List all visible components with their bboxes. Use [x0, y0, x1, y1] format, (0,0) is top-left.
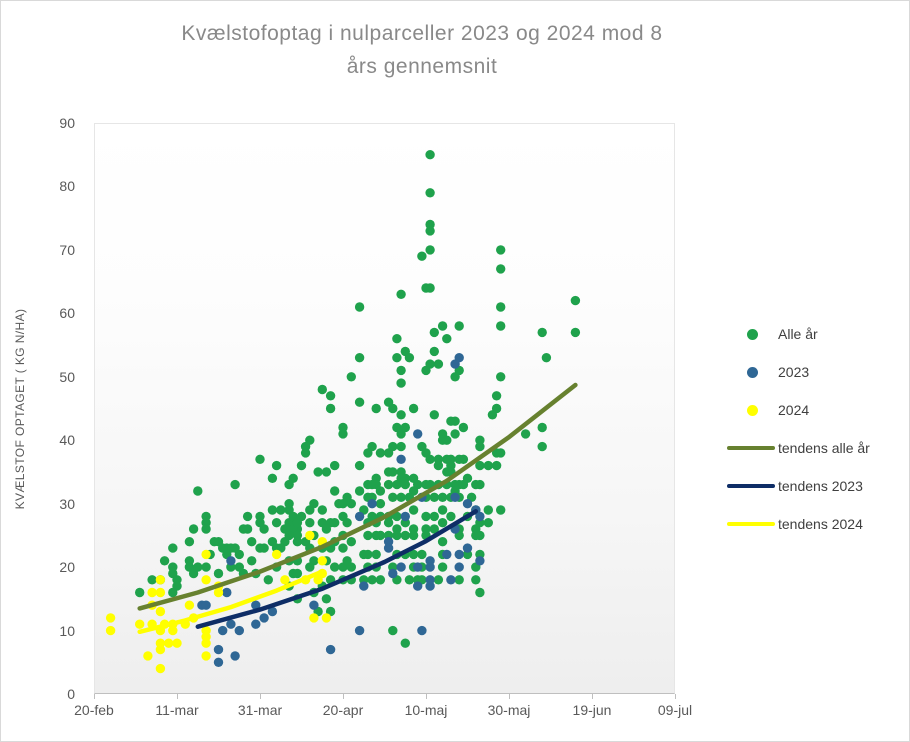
x-axis-tick-label: 11-mar: [155, 702, 199, 718]
x-axis-tick-label: 30-maj: [487, 702, 531, 718]
y-axis-tick-label: 60: [59, 305, 75, 322]
x-axis-tick-mark: [509, 694, 510, 699]
legend-item-tendens-2024: tendens 2024: [725, 505, 909, 543]
legend-dot-marker: [747, 366, 758, 378]
plot-area: [94, 123, 675, 694]
x-axis-tick-mark: [94, 694, 95, 699]
legend-label: tendens 2023: [778, 478, 863, 494]
legend-item-2024: 2024: [725, 391, 909, 429]
y-axis-tick-label: 10: [59, 622, 75, 639]
legend-label: 2024: [778, 402, 810, 418]
y-axis-tick-label: 20: [59, 559, 75, 576]
y-axis-tick-label: 30: [59, 495, 75, 512]
legend-dot-marker: [747, 328, 758, 340]
legend-item-tendens-alle-år: tendens alle år: [725, 429, 909, 467]
x-axis-tick-mark: [426, 694, 427, 699]
legend-label: Alle år: [778, 326, 818, 342]
legend-label: tendens 2024: [778, 516, 863, 532]
legend-label: 2023: [778, 364, 810, 380]
x-axis-tick-label: 20-apr: [322, 702, 364, 718]
x-axis-tick-mark: [177, 694, 178, 699]
x-axis-tick-label: 10-maj: [404, 702, 448, 718]
x-axis-tick-mark: [675, 694, 676, 699]
legend-line-marker: [727, 522, 775, 526]
y-axis-tick-label: 70: [59, 241, 75, 258]
y-axis-tick-label: 80: [59, 178, 75, 195]
legend-item-tendens-2023: tendens 2023: [725, 467, 909, 505]
legend-dot-marker: [747, 404, 758, 416]
legend-item-2023: 2023: [725, 353, 909, 391]
x-axis-tick-label: 19-jun: [572, 702, 612, 718]
legend-line-marker: [727, 446, 775, 450]
x-axis-tick-label: 20-feb: [74, 702, 114, 718]
y-axis-title: KVÆLSTOF OPTAGET ( KG N/HA): [13, 308, 27, 510]
y-axis-tick-label: 0: [67, 686, 75, 702]
x-axis-tick-mark: [592, 694, 593, 699]
chart-title-line1: Kvælstofoptag i nulparceller 2023 og 202…: [181, 22, 663, 45]
x-axis-tick-label: 31-mar: [237, 702, 283, 718]
chart-legend: Alle år 2023 2024 tendens alle år tendens 20…: [725, 315, 909, 543]
y-axis-tick-label: 50: [59, 368, 75, 385]
legend-line-marker: [727, 484, 775, 488]
legend-label: tendens alle år: [778, 440, 870, 456]
chart-title-line2: års gennemsnit: [346, 55, 498, 78]
legend-item-alle-år: Alle år: [725, 315, 909, 353]
x-axis-tick-mark: [343, 694, 344, 699]
y-axis-tick-label: 40: [59, 432, 75, 449]
chart-title: Kvælstofoptag i nulparceller 2023 og 202…: [1, 17, 843, 83]
y-axis-tick-label: 90: [59, 115, 75, 131]
x-axis-tick-mark: [260, 694, 261, 699]
x-axis-tick-label: 09-jul: [657, 702, 693, 718]
